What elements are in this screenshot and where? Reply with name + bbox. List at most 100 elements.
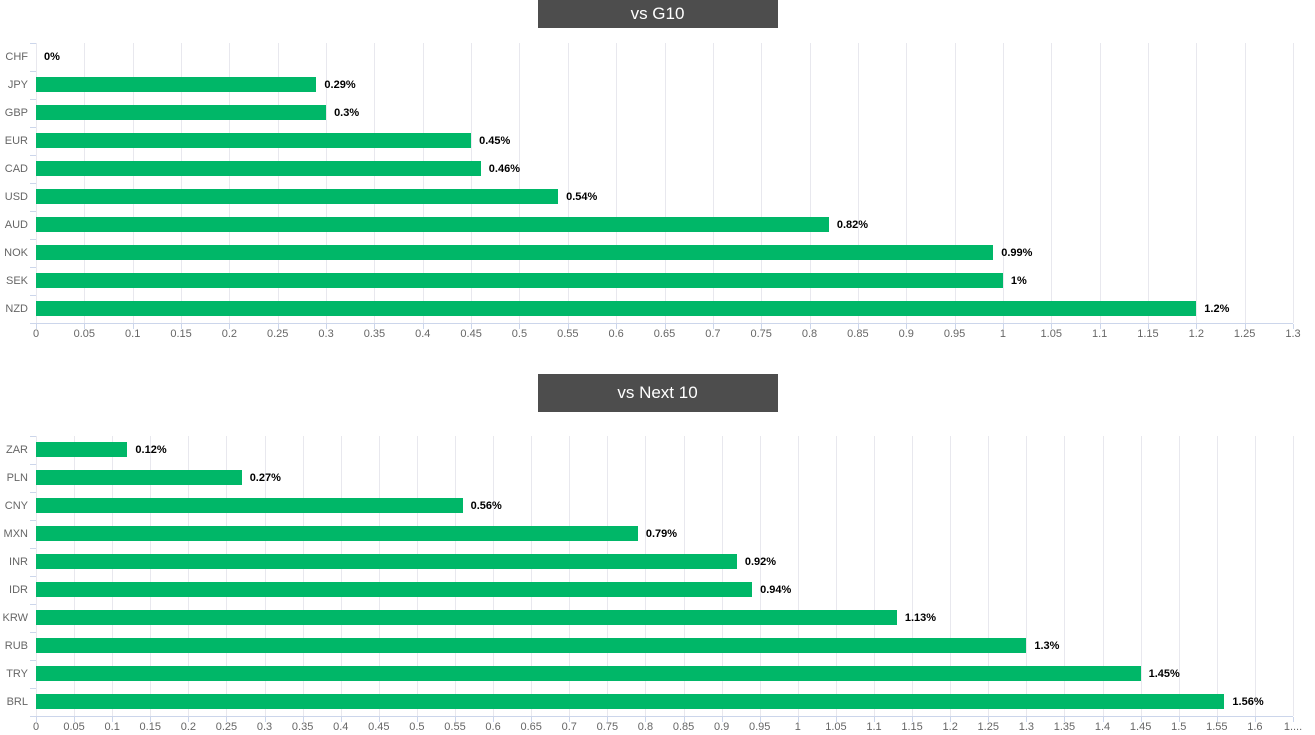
bar-cny[interactable] <box>36 498 463 513</box>
x-axis-tick-label: 0.95 <box>943 328 966 340</box>
gridline <box>912 436 914 716</box>
x-axis-tick-label: 1.5 <box>1171 721 1187 733</box>
x-axis-tick-label: 1.45 <box>1129 721 1152 733</box>
y-axis-tick <box>30 267 36 268</box>
bar-sek[interactable] <box>36 273 1003 288</box>
category-label: CHF <box>5 51 28 63</box>
bar-row: EUR 0.45% <box>5 127 1293 155</box>
y-axis-tick <box>30 548 36 549</box>
bar-krw[interactable] <box>36 610 897 625</box>
x-axis-tick-label: 1.15 <box>1137 328 1159 340</box>
bar-nok[interactable] <box>36 245 994 260</box>
x-axis-tick-label: 0.95 <box>749 721 771 733</box>
x-axis-tick-label: 0.25 <box>267 328 289 340</box>
gridline <box>1051 43 1053 323</box>
value-label: 1% <box>1010 275 1027 287</box>
x-axis-tick <box>616 324 618 329</box>
bar-mxn[interactable] <box>36 526 638 541</box>
x-axis-tick <box>1254 717 1256 722</box>
y-axis-tick <box>30 295 36 296</box>
gridline <box>1216 436 1218 716</box>
gridline <box>761 43 763 323</box>
gridline <box>607 436 609 716</box>
value-label: 1.56% <box>1232 696 1264 708</box>
gridline <box>721 436 723 716</box>
bar-jpy[interactable] <box>36 77 317 92</box>
category-label: SEK <box>5 275 28 287</box>
gridline <box>36 436 37 716</box>
y-axis-tick <box>30 436 36 437</box>
gridline <box>36 43 37 323</box>
bar-rub[interactable] <box>36 638 1027 653</box>
gridline <box>374 43 376 323</box>
category-label: NZD <box>5 303 28 315</box>
gridline <box>809 43 811 323</box>
chart-vs-g10: vs G10 CHF 0% JPY 0.29% GBP 0.3% EUR 0.45% CAD 0.… <box>0 0 1315 342</box>
value-label: 1.2% <box>1204 303 1230 315</box>
bar-gbp[interactable] <box>36 105 327 120</box>
x-axis-tick <box>1102 717 1104 722</box>
x-axis-tick <box>277 324 279 329</box>
bar-pln[interactable] <box>36 470 242 485</box>
x-axis-tick-label: 0 <box>32 328 40 340</box>
category-label: NOK <box>4 247 28 259</box>
gridline <box>569 436 571 716</box>
y-axis-tick <box>30 323 36 324</box>
value-label: 1.13% <box>904 612 937 624</box>
x-axis-tick <box>988 717 990 722</box>
bar-brl[interactable] <box>36 694 1225 709</box>
x-axis-tick <box>471 324 473 329</box>
gridline <box>567 43 569 323</box>
value-label: 0.94% <box>760 584 792 596</box>
x-axis-tick <box>36 717 37 722</box>
gridline <box>759 436 761 716</box>
x-axis-tick-label: 1.4 <box>1094 721 1111 733</box>
value-label: 0.92% <box>744 556 777 568</box>
x-axis-tick-label: 0.75 <box>596 721 619 733</box>
x-axis-tick-label: 1.05 <box>825 721 847 733</box>
x-axis-tick <box>378 717 380 722</box>
gridline <box>1064 436 1066 716</box>
bar-row: SEK 1% <box>6 267 1293 295</box>
x-axis-tick-label: 1.3 <box>1018 721 1035 733</box>
bar-try[interactable] <box>36 666 1141 681</box>
bar-zar[interactable] <box>36 442 128 457</box>
y-axis-tick <box>30 43 36 44</box>
chart-title-banner-g10: vs G10 <box>537 0 778 28</box>
x-axis-tick <box>1178 717 1180 722</box>
gridline <box>455 436 456 716</box>
x-axis-g10: 0 0.05 0.1 0.15 0.2 0.25 0.3 0.35 0.4 0.45 0.5 0.55… <box>32 324 1301 342</box>
value-label: 0.27% <box>249 472 281 484</box>
gridline <box>1244 43 1246 323</box>
bar-row: CNY 0.56% <box>5 492 1293 520</box>
gridline <box>493 436 495 716</box>
y-axis-tick <box>30 576 36 577</box>
bar-inr[interactable] <box>36 554 737 569</box>
bar-row: JPY 0.29% <box>8 71 1293 99</box>
bar-row: BRL 1.56% <box>7 688 1293 716</box>
bar-usd[interactable] <box>36 189 559 204</box>
value-label: 0.54% <box>566 191 598 203</box>
bar-row: IDR 0.94% <box>9 576 1293 604</box>
bar-cad[interactable] <box>36 161 481 176</box>
bar-nzd[interactable] <box>36 301 1197 316</box>
bar-idr[interactable] <box>36 582 753 597</box>
x-axis-tick <box>761 324 763 329</box>
x-axis-tick <box>1293 717 1294 722</box>
x-axis-tick-label: 1 <box>999 328 1006 340</box>
bar-eur[interactable] <box>36 133 472 148</box>
bar-aud[interactable] <box>36 217 829 232</box>
gridline <box>188 436 190 716</box>
x-axis-tick <box>721 717 723 722</box>
x-axis-tick <box>1147 324 1149 329</box>
gridline <box>302 436 304 716</box>
x-axis-next10: 0 0.05 0.1 0.15 0.2 0.25 0.3 0.35 0.4 0.45 0.5 0.55… <box>33 717 1302 735</box>
bar-row: KRW 1.13% <box>3 604 1293 632</box>
x-axis-tick <box>264 717 266 722</box>
gridline <box>277 43 279 323</box>
gridline <box>1102 436 1104 716</box>
gridline <box>1147 43 1149 323</box>
y-axis-tick <box>30 211 36 212</box>
x-axis-tick-label: 0.5 <box>511 328 528 340</box>
value-label: 0.45% <box>479 135 511 147</box>
